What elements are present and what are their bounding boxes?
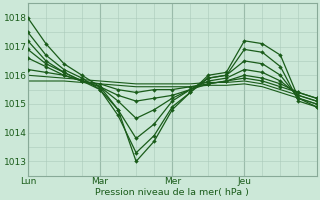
X-axis label: Pression niveau de la mer( hPa ): Pression niveau de la mer( hPa ): [95, 188, 249, 197]
